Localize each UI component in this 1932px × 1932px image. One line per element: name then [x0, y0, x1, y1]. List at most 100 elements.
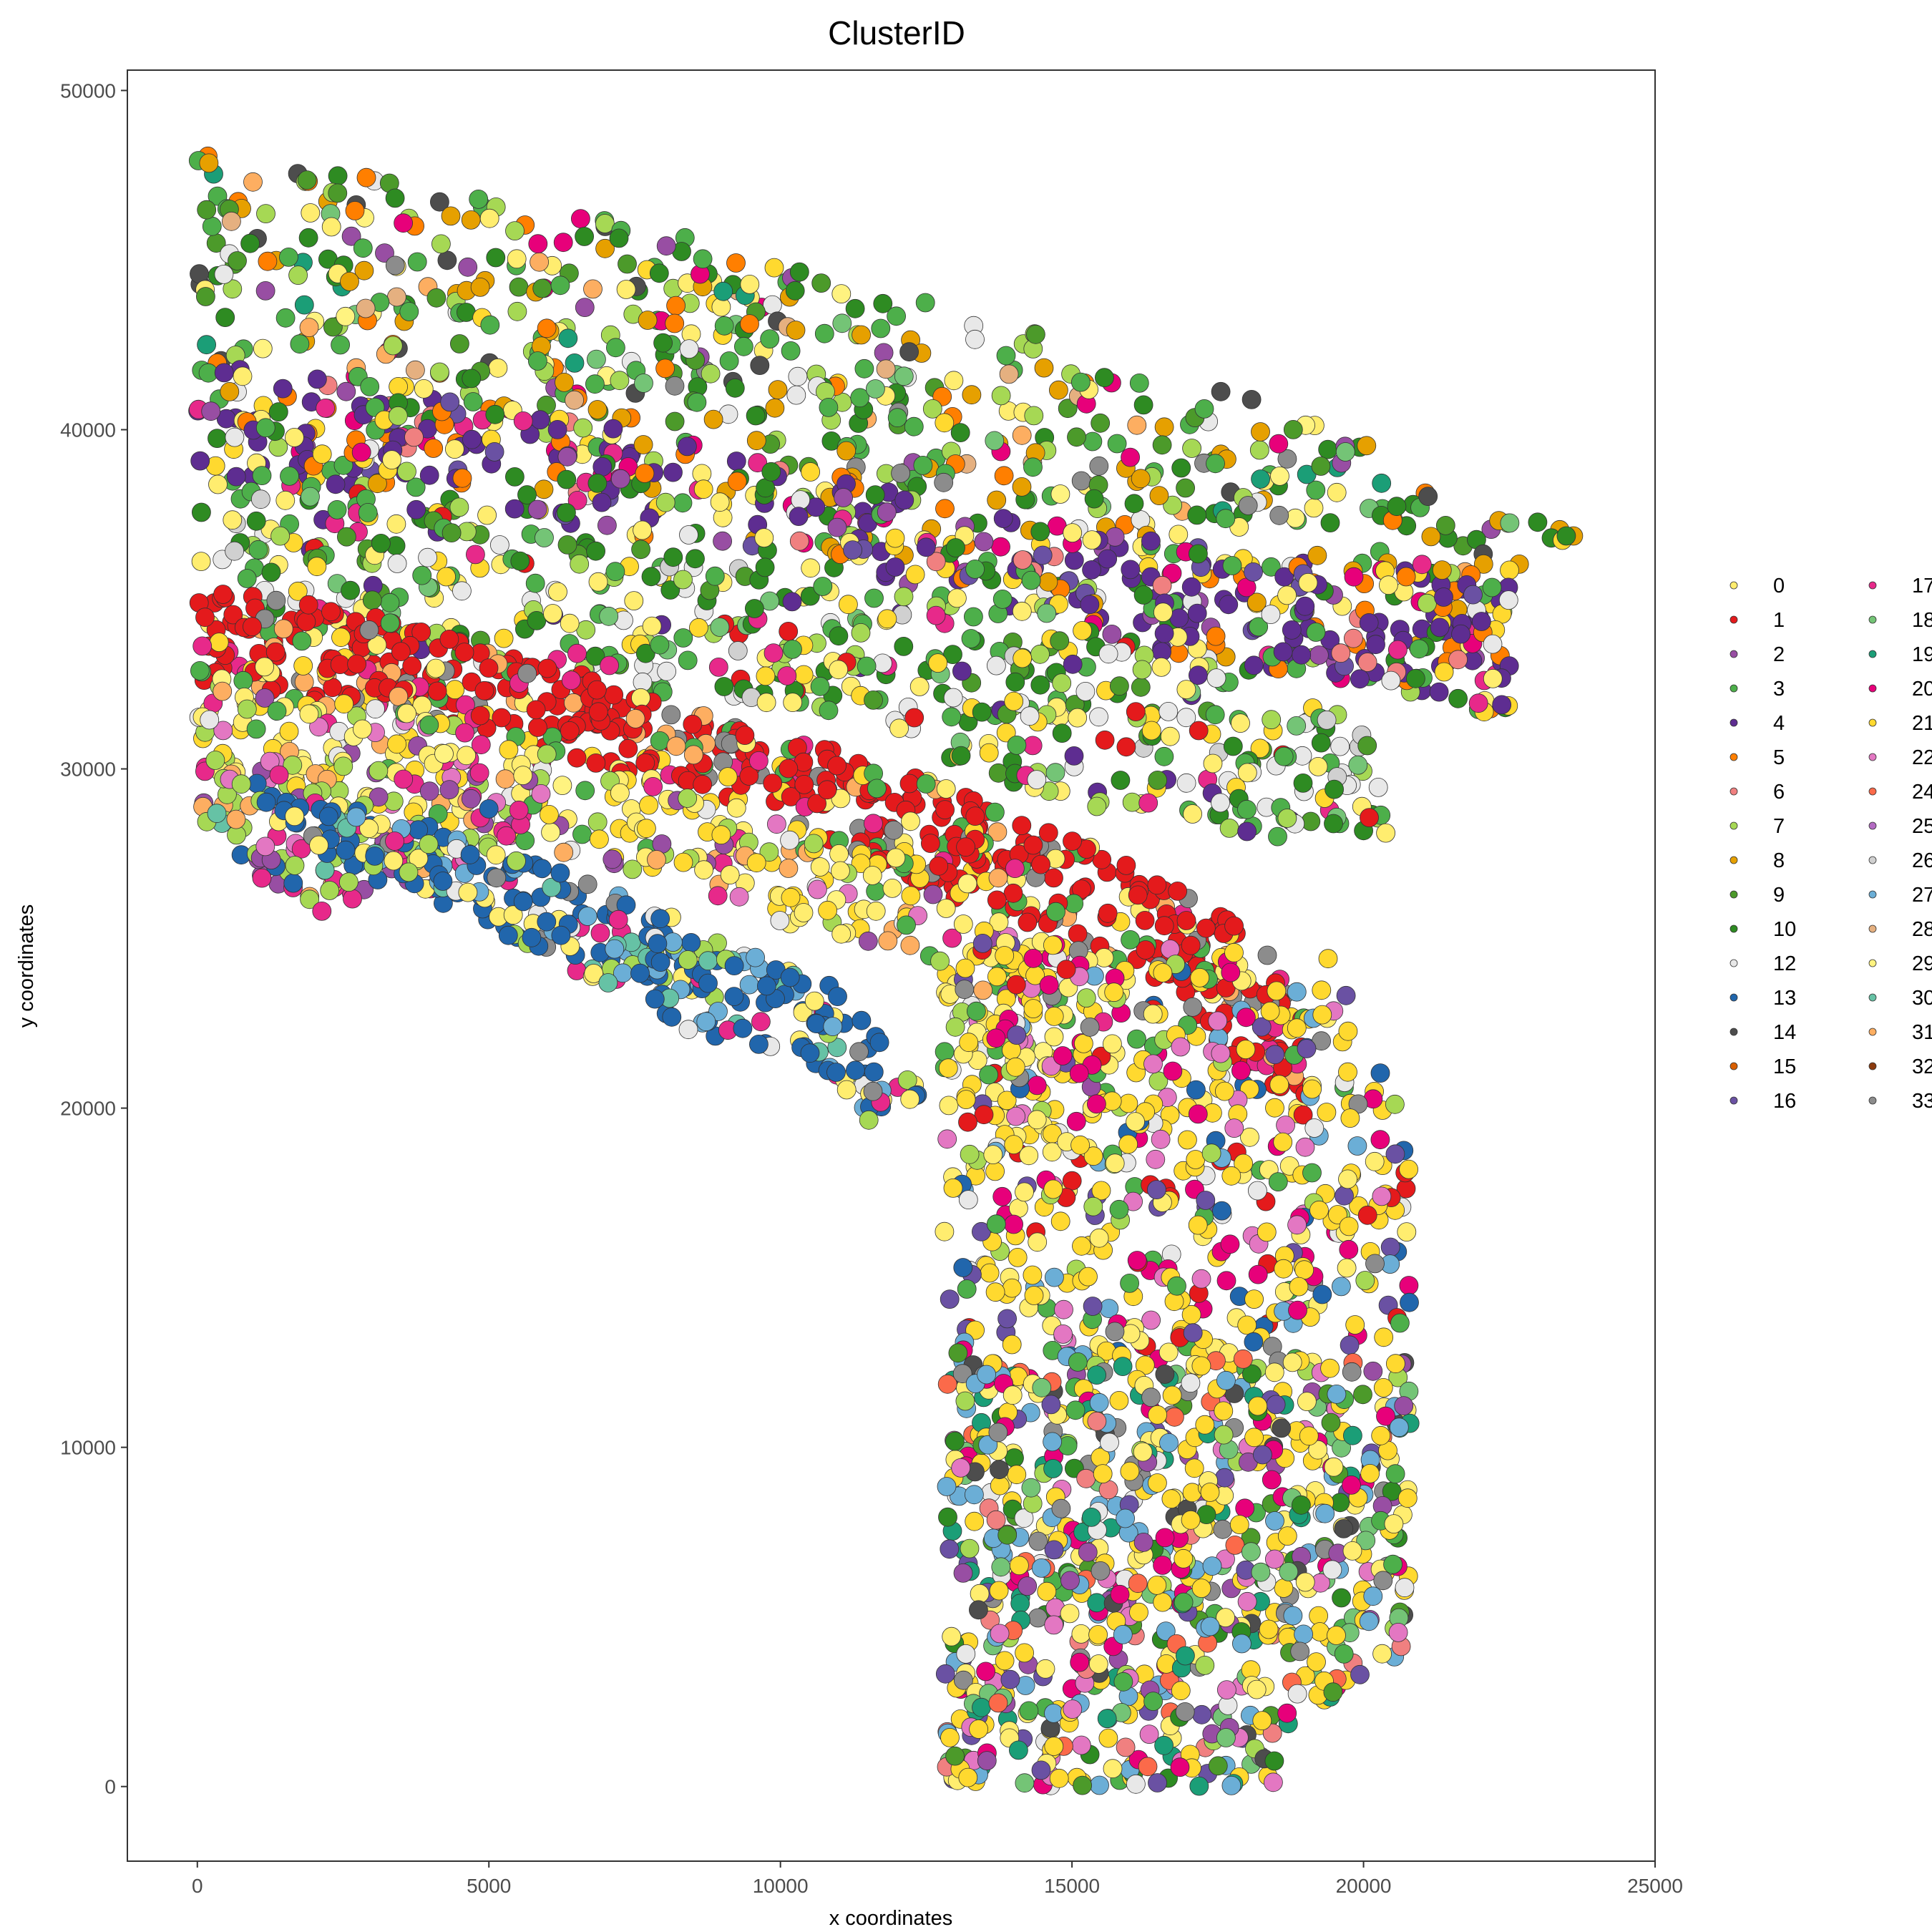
data-point	[1251, 1562, 1271, 1582]
data-point	[1194, 399, 1214, 419]
data-point	[1168, 882, 1188, 901]
data-point	[223, 279, 243, 299]
data-point	[655, 358, 675, 379]
data-point	[1126, 1774, 1146, 1794]
data-point	[937, 1129, 957, 1149]
data-point	[273, 619, 293, 639]
data-point	[1328, 1205, 1347, 1224]
data-point	[1277, 809, 1297, 828]
data-point	[711, 825, 731, 845]
data-point	[1023, 457, 1043, 477]
data-point	[252, 868, 272, 888]
data-point	[1421, 527, 1441, 547]
data-point	[1274, 1259, 1294, 1279]
data-point	[783, 640, 802, 659]
data-point	[225, 427, 245, 447]
data-point	[1435, 516, 1455, 535]
data-point	[1342, 1541, 1362, 1561]
data-point	[1089, 1228, 1109, 1248]
data-point	[1216, 1608, 1235, 1628]
legend-swatch	[1868, 718, 1877, 727]
data-point	[945, 1431, 965, 1451]
data-point	[993, 509, 1013, 528]
data-point	[786, 321, 806, 340]
data-point	[862, 866, 882, 885]
data-point	[1008, 1248, 1028, 1267]
data-point	[1390, 1313, 1410, 1333]
data-point	[942, 707, 962, 727]
data-point	[1211, 1043, 1231, 1063]
data-point	[1063, 654, 1083, 674]
data-point	[479, 208, 499, 228]
legend-label: 8	[1773, 849, 1785, 872]
data-point	[1309, 1200, 1329, 1220]
data-point	[389, 686, 409, 706]
data-point	[1181, 935, 1201, 955]
data-point	[969, 1600, 988, 1620]
data-point	[240, 233, 260, 253]
data-point	[904, 708, 924, 728]
data-point	[590, 829, 609, 849]
data-point	[1155, 1528, 1175, 1548]
data-point	[561, 670, 581, 691]
data-point	[195, 608, 215, 628]
data-point	[359, 819, 379, 839]
data-point	[997, 1309, 1017, 1329]
data-point	[827, 517, 847, 537]
data-point	[729, 887, 749, 907]
data-point	[452, 468, 472, 488]
data-point	[255, 836, 275, 857]
data-point	[1307, 1652, 1326, 1672]
legend-label: 4	[1773, 712, 1785, 735]
data-point	[901, 886, 921, 906]
data-point	[1324, 1457, 1344, 1477]
data-point	[698, 951, 718, 971]
data-point	[886, 848, 906, 868]
data-point	[598, 973, 618, 992]
data-point	[1483, 669, 1503, 688]
data-point	[934, 472, 954, 492]
data-point	[1147, 1575, 1167, 1595]
data-point	[1400, 1292, 1419, 1312]
data-point	[943, 688, 963, 708]
data-point	[634, 374, 653, 393]
data-point	[1116, 1737, 1136, 1757]
data-point	[962, 385, 982, 405]
data-point	[1127, 1029, 1146, 1049]
data-point	[1217, 1680, 1236, 1700]
data-point	[513, 411, 533, 431]
data-point	[1012, 477, 1032, 497]
data-point	[490, 535, 509, 555]
data-point	[530, 252, 549, 272]
data-point	[336, 306, 356, 326]
data-point	[1225, 1535, 1245, 1555]
data-point	[625, 709, 645, 728]
data-point	[1148, 1773, 1167, 1792]
data-point	[1082, 530, 1102, 550]
data-point	[587, 349, 606, 369]
data-point	[1098, 644, 1118, 664]
data-point	[1376, 1406, 1395, 1426]
data-point	[1136, 940, 1156, 960]
data-point	[409, 849, 429, 869]
data-point	[876, 359, 896, 379]
data-point	[1019, 1701, 1039, 1721]
data-point	[940, 1289, 960, 1309]
data-point	[1076, 988, 1096, 1008]
data-point	[794, 903, 814, 922]
data-point	[1342, 1362, 1362, 1382]
data-point	[965, 329, 985, 349]
data-point	[441, 523, 462, 542]
data-point	[1287, 1215, 1307, 1235]
data-point	[878, 931, 898, 951]
data-point	[1498, 590, 1518, 610]
data-point	[1189, 544, 1208, 564]
data-point	[1087, 1365, 1106, 1385]
data-point	[557, 503, 576, 522]
data-point	[554, 842, 574, 862]
data-point	[678, 650, 698, 670]
legend-entry: 6	[1729, 781, 1785, 804]
data-point	[1287, 1684, 1307, 1704]
data-point	[1187, 603, 1207, 623]
